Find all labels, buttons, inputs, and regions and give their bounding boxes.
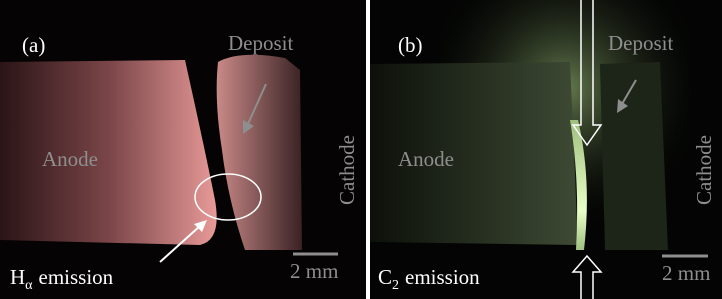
symbol: C bbox=[378, 265, 392, 289]
scale-label: 2 mm bbox=[290, 259, 338, 283]
deposit-label: Deposit bbox=[608, 31, 673, 55]
subscript: 2 bbox=[392, 278, 399, 293]
symbol: H bbox=[10, 265, 25, 289]
scale-label: 2 mm bbox=[662, 261, 710, 285]
panel-a: (a) Deposit Anode Cathode Hα emission 2 m… bbox=[0, 0, 366, 299]
anode-label: Anode bbox=[398, 147, 454, 171]
cathode-label: Cathode bbox=[692, 135, 716, 205]
emission-text: emission bbox=[39, 265, 114, 289]
emission-text: emission bbox=[405, 265, 480, 289]
cathode-label: Cathode bbox=[335, 135, 359, 205]
anode-glow bbox=[0, 60, 217, 245]
panel-label: (a) bbox=[22, 33, 45, 57]
cathode-region bbox=[600, 62, 668, 250]
anode-label: Anode bbox=[42, 147, 98, 171]
panel-b: (b) Deposit Anode Cathode C2 emission 2 m… bbox=[370, 0, 722, 299]
panel-label: (b) bbox=[398, 33, 423, 57]
subscript: α bbox=[25, 278, 33, 293]
deposit-label: Deposit bbox=[228, 31, 293, 55]
figure: (a) Deposit Anode Cathode Hα emission 2 m… bbox=[0, 0, 722, 299]
